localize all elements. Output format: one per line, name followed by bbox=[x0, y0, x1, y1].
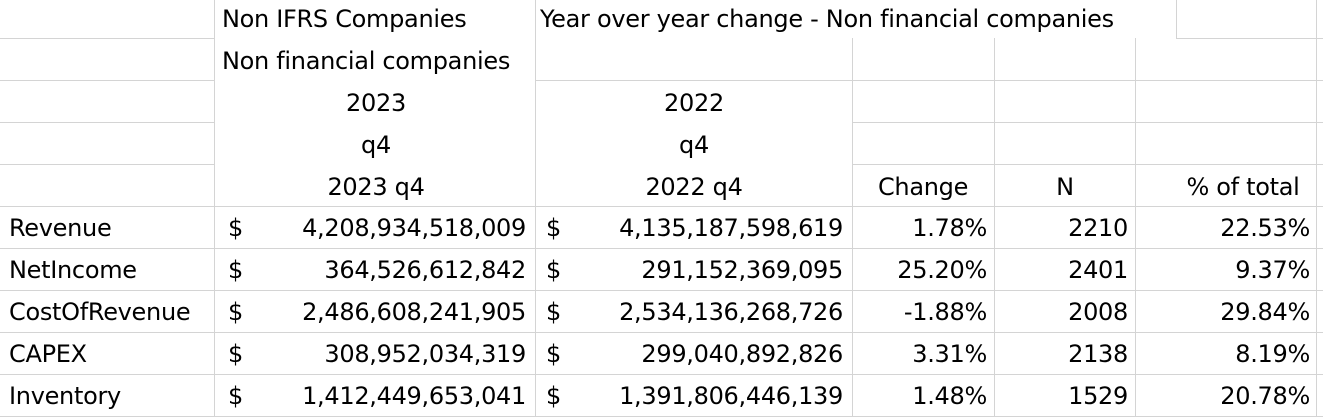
n-value[interactable]: 2008 bbox=[1068, 298, 1128, 326]
gridline bbox=[0, 248, 1323, 249]
header-yoy-title[interactable]: Year over year change - Non financial co… bbox=[540, 5, 1114, 33]
pct-total-value[interactable]: 8.19% bbox=[1235, 340, 1310, 368]
n-value[interactable]: 2138 bbox=[1068, 340, 1128, 368]
header-period-2023[interactable]: 2023 q4 bbox=[327, 173, 425, 201]
value-2023[interactable]: 2,486,608,241,905 bbox=[302, 298, 526, 326]
gridline bbox=[994, 38, 995, 417]
pct-total-value[interactable]: 22.53% bbox=[1220, 214, 1310, 242]
gridline bbox=[852, 38, 853, 417]
currency-symbol: $ bbox=[546, 340, 561, 368]
row-label[interactable]: Revenue bbox=[9, 214, 112, 242]
gridline bbox=[0, 206, 1323, 207]
currency-symbol: $ bbox=[546, 298, 561, 326]
change-value[interactable]: 25.20% bbox=[897, 256, 987, 284]
change-value[interactable]: 1.78% bbox=[912, 214, 987, 242]
gridline bbox=[535, 0, 536, 80]
currency-symbol: $ bbox=[228, 340, 243, 368]
gridline bbox=[1176, 38, 1323, 39]
pct-total-value[interactable]: 9.37% bbox=[1235, 256, 1310, 284]
gridline bbox=[0, 164, 214, 165]
gridline bbox=[535, 80, 1323, 81]
pct-total-value[interactable]: 20.78% bbox=[1220, 382, 1310, 410]
header-quarter-2023[interactable]: q4 bbox=[361, 131, 391, 159]
gridline bbox=[1135, 38, 1136, 417]
change-value[interactable]: -1.88% bbox=[903, 298, 987, 326]
currency-symbol: $ bbox=[228, 214, 243, 242]
row-label[interactable]: NetIncome bbox=[9, 256, 137, 284]
currency-symbol: $ bbox=[546, 256, 561, 284]
gridline bbox=[1316, 0, 1317, 417]
row-label[interactable]: CostOfRevenue bbox=[9, 298, 191, 326]
header-n[interactable]: N bbox=[1056, 173, 1074, 201]
currency-symbol: $ bbox=[228, 256, 243, 284]
value-2023[interactable]: 308,952,034,319 bbox=[324, 340, 526, 368]
currency-symbol: $ bbox=[228, 298, 243, 326]
pct-total-value[interactable]: 29.84% bbox=[1220, 298, 1310, 326]
value-2022[interactable]: 1,391,806,446,139 bbox=[619, 382, 843, 410]
value-2022[interactable]: 299,040,892,826 bbox=[641, 340, 843, 368]
gridline bbox=[852, 122, 1323, 123]
header-year-2023[interactable]: 2023 bbox=[346, 89, 406, 117]
header-period-2022[interactable]: 2022 q4 bbox=[645, 173, 743, 201]
header-non-financial[interactable]: Non financial companies bbox=[222, 47, 511, 75]
n-value[interactable]: 2401 bbox=[1068, 256, 1128, 284]
row-label[interactable]: Inventory bbox=[9, 382, 121, 410]
value-2023[interactable]: 1,412,449,653,041 bbox=[302, 382, 526, 410]
gridline bbox=[852, 164, 1323, 165]
change-value[interactable]: 3.31% bbox=[912, 340, 987, 368]
n-value[interactable]: 2210 bbox=[1068, 214, 1128, 242]
currency-symbol: $ bbox=[546, 214, 561, 242]
gridline bbox=[0, 374, 1323, 375]
n-value[interactable]: 1529 bbox=[1068, 382, 1128, 410]
header-change[interactable]: Change bbox=[877, 173, 969, 201]
currency-symbol: $ bbox=[546, 382, 561, 410]
header-quarter-2022[interactable]: q4 bbox=[679, 131, 709, 159]
header-pct-total[interactable]: % of total bbox=[1186, 173, 1300, 201]
value-2022[interactable]: 291,152,369,095 bbox=[641, 256, 843, 284]
header-non-ifrs[interactable]: Non IFRS Companies bbox=[222, 5, 467, 33]
value-2022[interactable]: 4,135,187,598,619 bbox=[619, 214, 843, 242]
gridline bbox=[0, 122, 214, 123]
value-2022[interactable]: 2,534,136,268,726 bbox=[619, 298, 843, 326]
gridline bbox=[0, 80, 214, 81]
row-label[interactable]: CAPEX bbox=[9, 340, 87, 368]
currency-symbol: $ bbox=[228, 382, 243, 410]
change-value[interactable]: 1.48% bbox=[912, 382, 987, 410]
header-year-2022[interactable]: 2022 bbox=[664, 89, 724, 117]
gridline bbox=[0, 38, 214, 39]
gridline bbox=[214, 0, 215, 417]
gridline bbox=[0, 290, 1323, 291]
gridline bbox=[1176, 0, 1177, 38]
value-2023[interactable]: 364,526,612,842 bbox=[324, 256, 526, 284]
gridline bbox=[0, 332, 1323, 333]
value-2023[interactable]: 4,208,934,518,009 bbox=[302, 214, 526, 242]
